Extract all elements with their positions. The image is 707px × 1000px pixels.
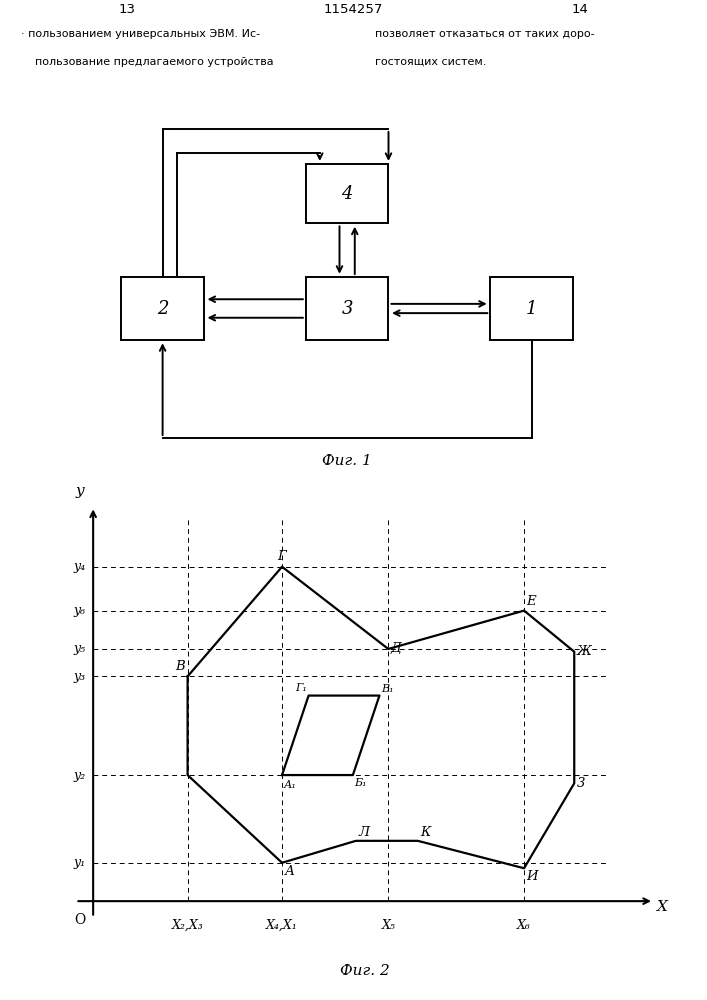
Text: X₄,X₁: X₄,X₁ (266, 919, 298, 932)
Bar (306, 164, 389, 223)
Text: X: X (658, 900, 668, 914)
Text: А: А (284, 865, 295, 878)
Text: Ж: Ж (577, 645, 592, 658)
Text: 1: 1 (526, 300, 537, 318)
Text: 1154257: 1154257 (324, 3, 383, 16)
Text: Д: Д (391, 642, 402, 655)
Text: Г₁: Г₁ (295, 683, 307, 693)
Text: В: В (175, 660, 185, 673)
Text: 4: 4 (341, 185, 353, 203)
Text: Л: Л (358, 826, 369, 839)
Text: позволяет отказаться от таких доро-: позволяет отказаться от таких доро- (375, 29, 595, 39)
Text: В₁: В₁ (381, 684, 394, 694)
Text: O: O (74, 913, 86, 927)
Text: X₂,X₃: X₂,X₃ (172, 919, 204, 932)
Text: Фиг. 1: Фиг. 1 (322, 454, 372, 468)
Text: y: y (76, 484, 84, 498)
Text: Е: Е (527, 595, 536, 608)
Bar (306, 277, 389, 340)
Text: 13: 13 (119, 3, 136, 16)
Text: y₅: y₅ (74, 642, 86, 655)
Text: И: И (526, 870, 537, 883)
Text: пользование предлагаемого устройства: пользование предлагаемого устройства (35, 57, 274, 67)
Text: 3: 3 (341, 300, 353, 318)
Text: y₆: y₆ (74, 604, 86, 617)
Text: y₂: y₂ (74, 769, 86, 782)
Text: Фиг. 2: Фиг. 2 (340, 964, 390, 978)
Text: Г: Г (278, 550, 286, 563)
Text: Б₁: Б₁ (354, 778, 367, 788)
Text: 2: 2 (157, 300, 168, 318)
Bar (491, 277, 573, 340)
Text: А₁: А₁ (284, 780, 296, 790)
Text: 14: 14 (571, 3, 588, 16)
Text: y₄: y₄ (74, 560, 86, 573)
Text: 3: 3 (577, 777, 585, 790)
Text: y₃: y₃ (74, 670, 86, 683)
Text: гостоящих систем.: гостоящих систем. (375, 57, 486, 67)
Text: X₆: X₆ (517, 919, 531, 932)
Text: y₁: y₁ (74, 856, 86, 869)
Text: К: К (420, 826, 431, 839)
Text: X₅: X₅ (381, 919, 395, 932)
Text: · пользованием универсальных ЭВМ. Ис-: · пользованием универсальных ЭВМ. Ис- (21, 29, 260, 39)
Bar (122, 277, 204, 340)
